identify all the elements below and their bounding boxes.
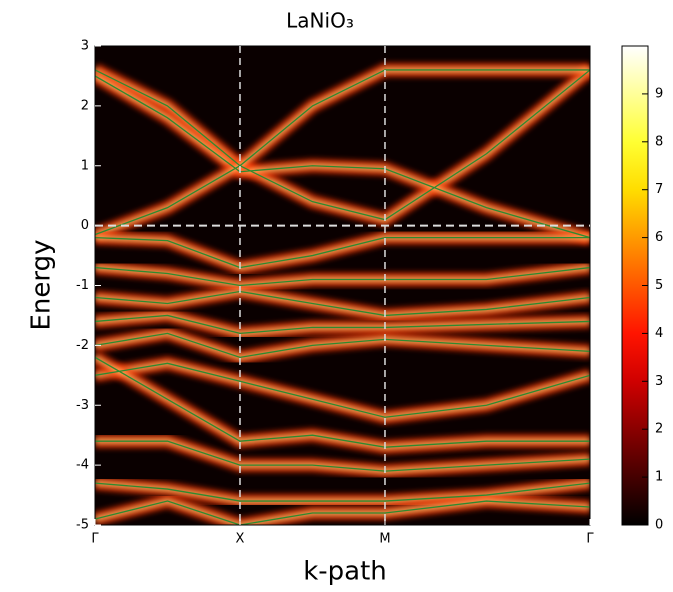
band-line bbox=[95, 362, 590, 418]
y-tick-label: -2 bbox=[76, 338, 89, 353]
y-axis-label: Energy bbox=[27, 239, 57, 330]
y-tick-label: 2 bbox=[81, 98, 89, 113]
y-tick-label: -1 bbox=[76, 278, 89, 293]
band-line bbox=[95, 290, 590, 317]
x-tick-label: M bbox=[379, 532, 390, 547]
band-line bbox=[95, 440, 590, 472]
band-line bbox=[95, 500, 590, 525]
y-tick-label: -3 bbox=[76, 398, 89, 413]
colorbar-tick-label: 9 bbox=[655, 86, 663, 101]
band-line bbox=[95, 236, 590, 269]
colorbar-tick-label: 2 bbox=[655, 422, 663, 437]
band-line bbox=[95, 314, 590, 335]
x-tick-label: Γ bbox=[586, 532, 594, 547]
band-line bbox=[95, 75, 590, 239]
band-line bbox=[95, 332, 590, 359]
y-tick-label: 0 bbox=[81, 218, 89, 233]
plot-area bbox=[95, 62, 590, 525]
colorbar-tick-label: 7 bbox=[655, 182, 663, 197]
y-tick-label: 1 bbox=[81, 158, 89, 173]
band-line bbox=[95, 356, 590, 448]
colorbar-tick-label: 5 bbox=[655, 278, 663, 293]
chart-title: LaNiO₃ bbox=[286, 9, 354, 33]
x-axis-label: k-path bbox=[303, 557, 387, 587]
band-line bbox=[95, 482, 590, 502]
y-tick-label: -4 bbox=[76, 458, 89, 473]
y-tick-label: -5 bbox=[76, 518, 89, 533]
x-tick-label: Γ bbox=[91, 532, 99, 547]
band-line bbox=[95, 69, 590, 236]
band-line bbox=[95, 266, 590, 287]
x-tick-label: X bbox=[236, 532, 245, 547]
band-line bbox=[95, 69, 590, 221]
colorbar-tick-label: 3 bbox=[655, 374, 663, 389]
colorbar-tick-label: 0 bbox=[655, 518, 663, 533]
colorbar-tick-label: 8 bbox=[655, 134, 663, 149]
colorbar-tick-label: 4 bbox=[655, 326, 663, 341]
y-tick-label: 3 bbox=[81, 39, 89, 54]
colorbar-tick-label: 1 bbox=[655, 470, 663, 485]
colorbar-tick-label: 6 bbox=[655, 230, 663, 245]
